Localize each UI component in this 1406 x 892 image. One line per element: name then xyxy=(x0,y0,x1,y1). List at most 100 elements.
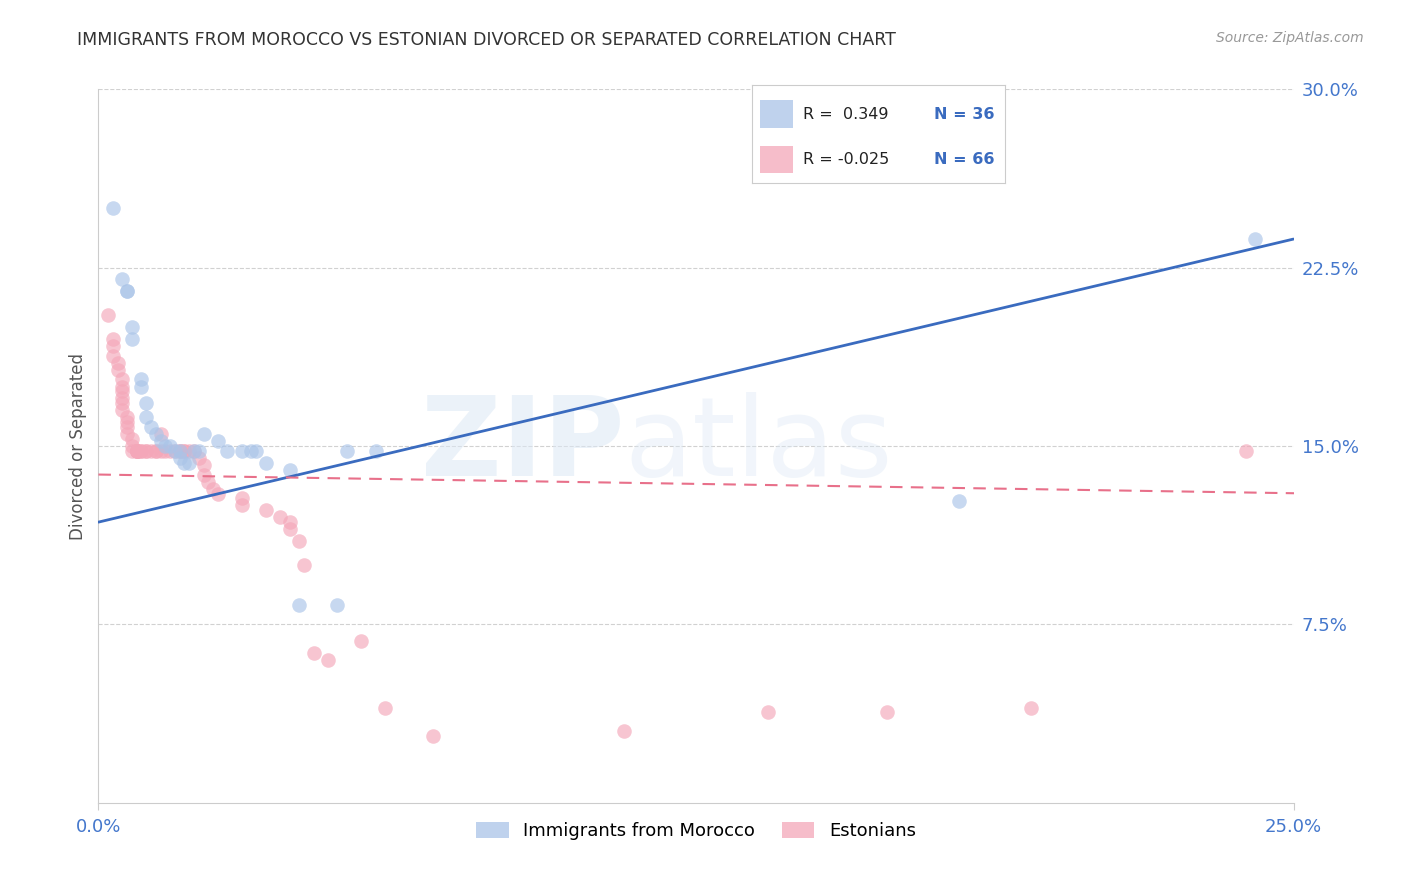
Point xyxy=(187,450,209,465)
Point xyxy=(193,458,215,472)
Point xyxy=(101,201,124,215)
Point xyxy=(336,443,359,458)
Point xyxy=(111,396,134,410)
Point xyxy=(125,443,148,458)
Point xyxy=(155,439,177,453)
Point xyxy=(125,443,148,458)
Point xyxy=(207,486,229,500)
Point xyxy=(107,356,129,370)
Point xyxy=(159,439,181,453)
Point xyxy=(193,427,215,442)
Point xyxy=(125,443,148,458)
Text: N = 36: N = 36 xyxy=(935,107,995,121)
Point xyxy=(111,384,134,399)
Point xyxy=(254,503,277,517)
Point xyxy=(163,443,186,458)
Point xyxy=(183,443,205,458)
Point xyxy=(101,339,124,353)
Point xyxy=(245,443,267,458)
Point xyxy=(278,463,301,477)
Point xyxy=(173,456,195,470)
Point xyxy=(193,467,215,482)
Point xyxy=(121,439,143,453)
Point xyxy=(197,475,219,489)
Text: ZIP: ZIP xyxy=(420,392,624,500)
Point xyxy=(159,443,181,458)
Point xyxy=(115,285,138,299)
Point xyxy=(111,379,134,393)
Point xyxy=(316,653,339,667)
Point xyxy=(107,363,129,377)
Text: R = -0.025: R = -0.025 xyxy=(803,152,889,167)
Text: N = 66: N = 66 xyxy=(935,152,995,167)
Point xyxy=(173,443,195,458)
Point xyxy=(115,285,138,299)
Point xyxy=(169,443,191,458)
Point xyxy=(145,443,167,458)
Point xyxy=(179,443,201,458)
Point xyxy=(101,349,124,363)
Point xyxy=(288,599,311,613)
Bar xyxy=(759,145,793,173)
Point xyxy=(350,634,373,648)
Point xyxy=(187,443,209,458)
Point xyxy=(131,443,153,458)
Point xyxy=(125,443,148,458)
Point xyxy=(374,700,396,714)
Point xyxy=(111,403,134,417)
Point xyxy=(131,379,153,393)
Text: Source: ZipAtlas.com: Source: ZipAtlas.com xyxy=(1216,31,1364,45)
Point xyxy=(217,443,239,458)
Point xyxy=(169,450,191,465)
Point xyxy=(169,443,191,458)
Point xyxy=(173,443,195,458)
Point xyxy=(135,443,157,458)
Point xyxy=(364,443,387,458)
Point xyxy=(269,510,291,524)
Point xyxy=(121,443,143,458)
Point xyxy=(145,427,167,442)
Point xyxy=(131,443,153,458)
Point xyxy=(202,482,225,496)
Point xyxy=(121,320,143,334)
Point xyxy=(1234,443,1257,458)
Point xyxy=(876,706,898,720)
Point xyxy=(302,646,325,660)
Point xyxy=(101,332,124,346)
Point xyxy=(115,420,138,434)
Point xyxy=(115,427,138,442)
Legend: Immigrants from Morocco, Estonians: Immigrants from Morocco, Estonians xyxy=(468,814,924,847)
Point xyxy=(139,443,162,458)
Point xyxy=(948,493,970,508)
Point xyxy=(613,724,636,739)
Text: R =  0.349: R = 0.349 xyxy=(803,107,889,121)
Point xyxy=(1019,700,1042,714)
Point xyxy=(326,599,349,613)
Point xyxy=(149,443,172,458)
Point xyxy=(278,522,301,536)
Text: atlas: atlas xyxy=(624,392,893,500)
Point xyxy=(240,443,263,458)
Point xyxy=(121,332,143,346)
Point xyxy=(111,392,134,406)
Point xyxy=(207,434,229,449)
Point xyxy=(135,443,157,458)
Point xyxy=(288,534,311,549)
Point xyxy=(155,443,177,458)
Point xyxy=(135,410,157,425)
Point xyxy=(756,706,779,720)
Point xyxy=(125,443,148,458)
Point xyxy=(145,443,167,458)
Text: IMMIGRANTS FROM MOROCCO VS ESTONIAN DIVORCED OR SEPARATED CORRELATION CHART: IMMIGRANTS FROM MOROCCO VS ESTONIAN DIVO… xyxy=(77,31,896,49)
Point xyxy=(278,515,301,529)
Point xyxy=(131,372,153,386)
Point xyxy=(254,456,277,470)
Point xyxy=(231,443,253,458)
Point xyxy=(231,499,253,513)
Point xyxy=(97,308,120,322)
Point xyxy=(111,272,134,286)
Point xyxy=(135,396,157,410)
Point xyxy=(111,372,134,386)
Point xyxy=(139,420,162,434)
Point xyxy=(169,443,191,458)
